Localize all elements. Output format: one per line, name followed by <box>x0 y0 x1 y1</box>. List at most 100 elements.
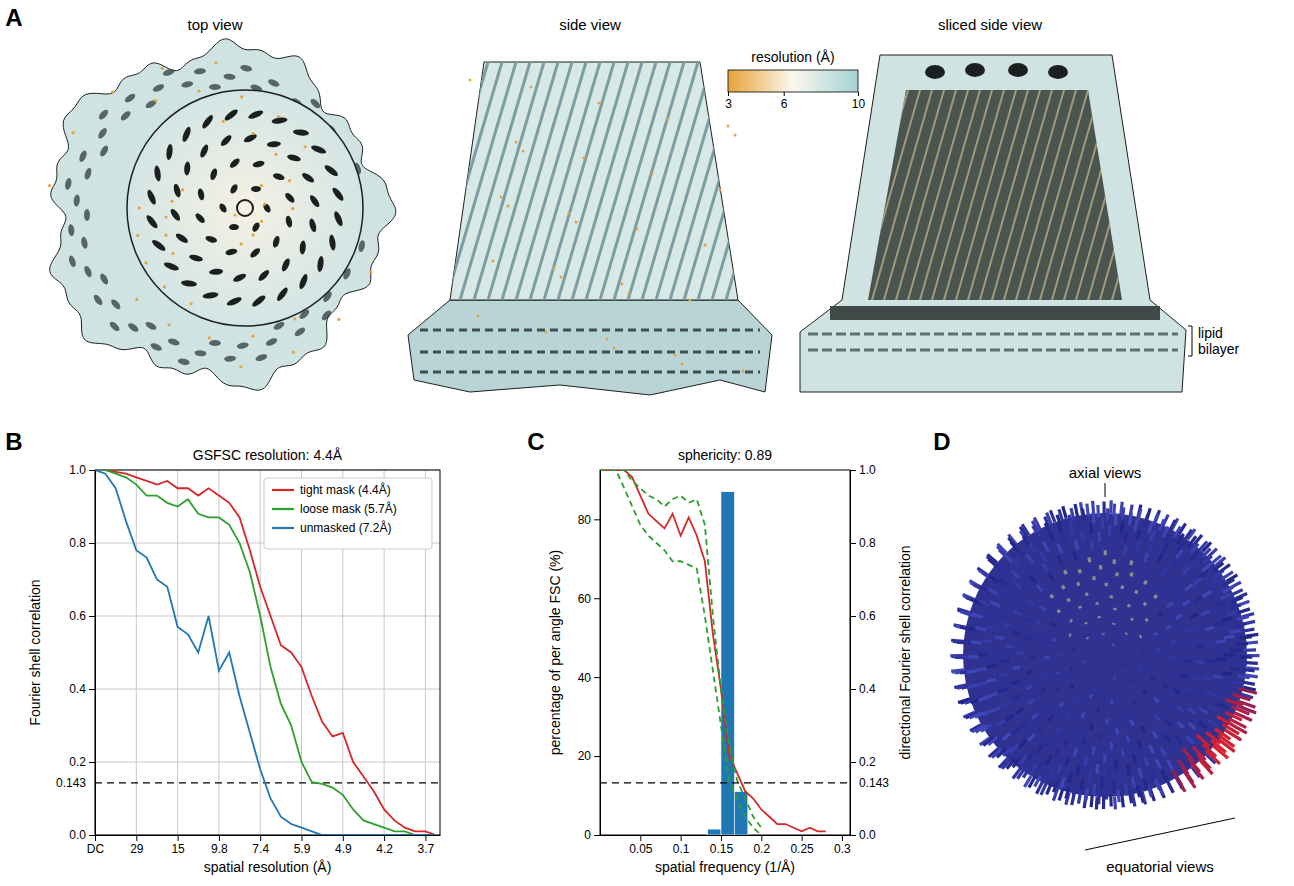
y-axis-line <box>600 471 601 836</box>
view-spike <box>1104 550 1107 555</box>
view-spike <box>1026 672 1032 673</box>
view-spike <box>979 601 989 605</box>
view-spike <box>1197 693 1205 696</box>
grid <box>95 470 440 835</box>
map-speckle <box>734 134 737 137</box>
map-speckle <box>628 292 631 295</box>
x-axis-tick-mark <box>302 835 303 841</box>
view-spike <box>1173 590 1179 595</box>
view-spike <box>1125 532 1127 542</box>
map-speckle <box>135 298 138 301</box>
map-hole <box>243 132 258 143</box>
legend-label: tight mask (4.4Å) <box>300 482 391 497</box>
view-spike <box>1092 512 1096 524</box>
map-speckle <box>164 234 167 237</box>
sphere-body <box>963 513 1247 797</box>
map-hole <box>184 161 191 175</box>
view-spike <box>1059 654 1063 657</box>
view-spike <box>1013 632 1021 634</box>
view-spike <box>1131 720 1133 726</box>
view-spike <box>1024 618 1031 621</box>
view-spike <box>995 637 1004 638</box>
map-stripe <box>1064 90 1124 300</box>
y-axis-tick: 0.4 <box>69 682 95 696</box>
view-spike <box>1019 740 1026 748</box>
view-spike <box>1091 795 1092 808</box>
grid-line <box>95 689 440 690</box>
view-spike <box>1203 591 1212 596</box>
map-speckle <box>727 125 730 128</box>
y-axis-tick-label: 0.8 <box>69 536 86 550</box>
view-spike <box>1049 574 1054 581</box>
plot-frame <box>95 470 440 835</box>
x-axis-tick-label: 0.25 <box>790 842 814 856</box>
view-spike <box>1136 590 1138 593</box>
view-spike <box>1046 755 1051 764</box>
view-spike <box>1212 578 1222 584</box>
view-spike <box>1154 698 1158 702</box>
view-spike <box>1081 531 1083 541</box>
map-texture <box>236 341 249 349</box>
map-hole <box>169 207 182 222</box>
view-spike <box>1158 612 1163 616</box>
view-title: top view <box>187 16 242 33</box>
view-spike <box>1055 748 1059 756</box>
view-spike <box>1156 759 1161 768</box>
view-title: sliced side view <box>938 16 1042 33</box>
map-stripe <box>698 62 768 300</box>
view-spike <box>1046 738 1051 745</box>
view-spike <box>975 628 986 630</box>
annotation-line: lipid <box>1198 325 1223 341</box>
view-spike <box>1112 782 1116 793</box>
view-spike <box>1097 792 1101 804</box>
map-hole <box>275 286 289 302</box>
map-speckle <box>240 242 243 245</box>
view-spike <box>1121 711 1122 716</box>
view-spike <box>1028 700 1034 704</box>
view-spike <box>1150 677 1154 679</box>
view-spike <box>1114 514 1118 526</box>
view-spike <box>1056 688 1060 691</box>
grid-line <box>95 762 440 763</box>
view-spike <box>1199 541 1207 550</box>
view-spike <box>1096 671 1100 672</box>
view-spike <box>1164 535 1169 545</box>
map-stripe <box>726 62 796 300</box>
map-hole <box>299 240 306 254</box>
view-spike <box>1168 671 1174 672</box>
y-axis-tick-label: 1.0 <box>69 463 86 477</box>
y-axis-tick-mark <box>594 835 600 836</box>
map-stripe <box>432 62 502 300</box>
view-spike <box>1052 639 1056 640</box>
view-spike <box>1110 700 1114 704</box>
x-axis-tick: 0.05 <box>629 835 653 856</box>
map-speckle <box>507 205 510 208</box>
map-speckle <box>181 188 184 191</box>
map-speckle <box>171 252 174 255</box>
map-speckle <box>260 184 263 187</box>
map-hole <box>251 221 261 233</box>
x-axis-tick-mark <box>384 835 385 841</box>
map-texture <box>265 337 278 347</box>
view-spike <box>1193 747 1205 760</box>
fsc-line <box>95 470 436 835</box>
x-axis-tick-label: 15 <box>171 842 185 856</box>
view-spike <box>1132 777 1134 788</box>
x-axis-tick-label: 0.2 <box>753 842 770 856</box>
map-texture <box>320 309 332 322</box>
view-spike <box>1162 685 1167 688</box>
map-hole <box>228 157 241 170</box>
map-hole <box>181 280 198 288</box>
map-outline <box>50 39 396 390</box>
view-spike <box>1206 733 1220 744</box>
view-spike <box>1090 695 1091 699</box>
view-spike <box>1095 764 1099 774</box>
y-axis-tick: 20 <box>578 749 600 763</box>
view-spike <box>1138 509 1141 521</box>
view-spike <box>1099 565 1102 569</box>
view-spike <box>1126 633 1127 634</box>
view-spike <box>1162 770 1167 780</box>
map-speckle <box>72 131 75 134</box>
map-cavity <box>868 90 1122 300</box>
view-spike <box>1140 635 1142 639</box>
